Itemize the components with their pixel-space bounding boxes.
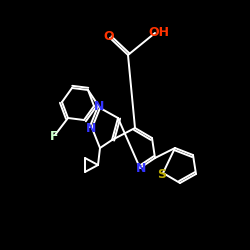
- Text: F: F: [50, 130, 58, 142]
- Text: S: S: [158, 168, 166, 180]
- Text: N: N: [136, 162, 146, 175]
- Text: O: O: [104, 30, 114, 44]
- Text: OH: OH: [148, 26, 170, 38]
- Text: N: N: [86, 122, 96, 136]
- Text: N: N: [94, 100, 104, 114]
